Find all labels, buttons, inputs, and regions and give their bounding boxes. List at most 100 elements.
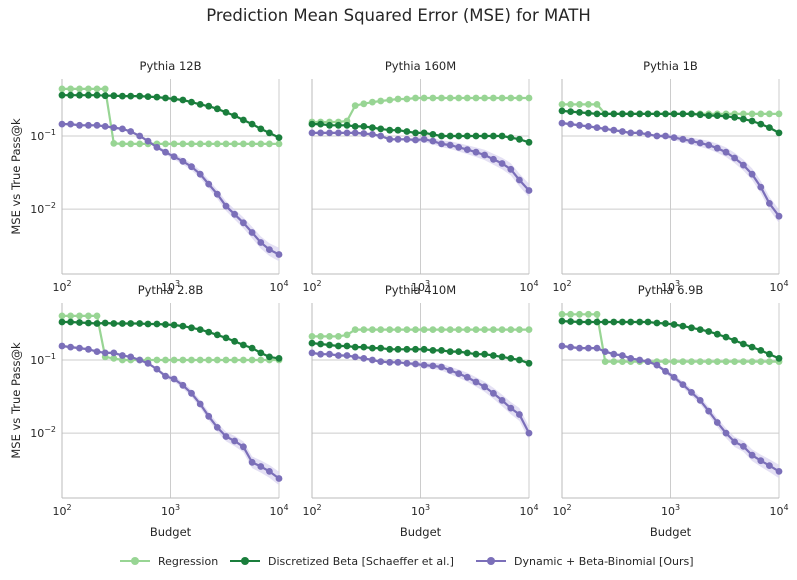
panel-5-dynamic-beta-binomial-point [360, 355, 368, 362]
panel-2-discretized-beta-point [429, 131, 437, 138]
panel-1-discretized-beta-point [136, 92, 144, 100]
panel-2-regression-point [360, 100, 368, 108]
panel-3-dynamic-beta-binomial-point [653, 132, 661, 140]
panel-4-dynamic-beta-binomial-point [101, 349, 109, 357]
panel-6-dynamic-beta-binomial-point [558, 342, 566, 350]
panel-5-discretized-beta-point [507, 355, 515, 362]
panel-3-discretized-beta-point [558, 107, 566, 115]
panel-2-dynamic-beta-binomial-point [446, 141, 454, 149]
panel-5-regression-point [525, 326, 533, 333]
panel-1-dynamic-beta-binomial-point [188, 163, 195, 171]
panel-4-dynamic-beta-binomial-point [119, 352, 126, 359]
panel-6-dynamic-beta-binomial-point [567, 343, 574, 351]
panel-5-discretized-beta-point [343, 342, 351, 350]
panel-2-discretized-beta-point [438, 132, 445, 140]
panel-6-regression-point [766, 358, 773, 365]
panel-1-regression-point [213, 140, 221, 148]
panel-6-dynamic-beta-binomial-point [610, 350, 618, 358]
panel-5-dynamic-beta-binomial-point [455, 370, 463, 377]
panel-1-discretized-beta-point [110, 92, 118, 100]
panel-4-dynamic-beta-binomial-point [248, 458, 256, 466]
panel-6-dynamic-beta-binomial-point [636, 356, 644, 364]
panel-5-dynamic-beta-binomial-point [525, 429, 533, 437]
panel-6-discretized-beta-point [593, 318, 601, 326]
panel-2-regression-point [438, 94, 445, 102]
panel-3-dynamic-beta-binomial-point [576, 121, 583, 129]
panel-5-dynamic-beta-binomial-point [403, 359, 411, 367]
panel-6-dynamic-beta-binomial-point [731, 438, 738, 446]
panel-1-xtick-label: 103 [161, 279, 180, 294]
panel-1: Pythia 12B 102 103 104 10−2 10−1 MSE vs True P… [9, 59, 289, 294]
panel-3-discretized-beta-point [576, 109, 583, 116]
figure-title: Prediction Mean Squared Error (MSE) for … [206, 6, 591, 25]
panel-5-regression-point [308, 333, 316, 340]
panel-6-dynamic-beta-binomial-point [748, 451, 756, 459]
panel-4-regression-point [196, 356, 204, 364]
panel-4-discretized-beta-point [119, 320, 126, 327]
panel-5-discretized-beta-point [446, 348, 454, 355]
panel-3-dynamic-beta-binomial-point [740, 161, 747, 169]
panel-6-discretized-beta-point [722, 333, 730, 341]
panel-4-discretized-beta-point [136, 320, 144, 327]
panel-1-regression-point [196, 140, 204, 148]
panel-4-xtick-label: 102 [52, 503, 71, 518]
panel-2-discretized-beta-point [351, 123, 359, 130]
panel-4-dynamic-beta-binomial-point [257, 463, 265, 470]
panel-6-regression-point [722, 358, 730, 365]
legend-swatch-dynamic-beta-binomial [476, 555, 506, 567]
panel-1-dynamic-beta-binomial-point [196, 170, 204, 178]
legend: Regression Discretized Beta [Schaeffer e… [0, 550, 797, 572]
panel-1-discretized-beta-point [170, 95, 178, 103]
panel-1-discretized-beta-point [222, 109, 230, 116]
panel-1-dynamic-beta-binomial-point [179, 157, 187, 165]
panel-4-ylabel: MSE vs True Pass@k [9, 342, 23, 459]
panel-3-dynamic-beta-binomial-point [748, 170, 756, 178]
panel-3-dynamic-beta-binomial-point [619, 128, 626, 135]
panel-3-discretized-beta-point [688, 110, 695, 118]
panel-3-discretized-beta-point [679, 110, 687, 118]
panel-1-dynamic-beta-binomial-point [67, 120, 74, 128]
panel-6-dynamic-beta-binomial-point [627, 355, 635, 362]
panel-6-regression-point [585, 310, 592, 318]
panel-5-discretized-beta-point [351, 343, 359, 351]
panel-5-regression-point [377, 326, 385, 333]
panel-1-regression-point [93, 85, 101, 93]
panel-6-regression-point [670, 358, 678, 365]
panel-1-ylabel: MSE vs True Pass@k [9, 118, 23, 235]
panel-5-discretized-beta-point [420, 345, 428, 353]
panel-6-discretized-beta-point [696, 326, 704, 333]
panel-3-dynamic-beta-binomial-point [601, 125, 609, 133]
panel-6-dynamic-beta-binomial-point [775, 468, 783, 475]
panel-6-discretized-beta-point [740, 340, 747, 348]
panel-6-dynamic-beta-binomial-point [662, 367, 669, 375]
panel-1-regression-point [222, 140, 230, 148]
panel-6-regression-point [662, 358, 669, 365]
panel-5-regression-point [438, 326, 445, 333]
panel-5-dynamic-beta-binomial-point [335, 352, 342, 359]
panel-3-xtick-label: 104 [769, 279, 788, 294]
panel-3-dynamic-beta-binomial-point [766, 200, 773, 207]
panel-4-dynamic-beta-binomial-point [170, 375, 178, 383]
panel-5-regression-point [386, 326, 394, 333]
panel-5-discretized-beta-point [386, 345, 394, 353]
panel-1-regression-point [127, 140, 135, 148]
panel-2-discretized-beta-point [412, 129, 419, 137]
panel-5-discretized-beta-point [455, 348, 463, 355]
panel-3-discretized-beta-point [567, 108, 574, 115]
panel-2-discretized-beta-point [463, 132, 471, 140]
panel-1-dynamic-beta-binomial-point [119, 125, 126, 133]
panel-1-dynamic-beta-binomial-point [170, 153, 178, 161]
panel-6-discretized-beta-point [585, 318, 592, 326]
panel-6-xtick-label: 102 [552, 503, 571, 518]
panel-6-discretized-beta-point [748, 343, 756, 351]
panel-1-dynamic-beta-binomial-point [222, 202, 230, 210]
panel-1-discretized-beta-point [127, 92, 135, 100]
panel-1-regression-point [179, 140, 187, 148]
panel-5-regression-point [472, 326, 480, 333]
panel-6-dynamic-beta-binomial-point [679, 381, 687, 388]
panel-2-discretized-beta-point [308, 120, 316, 128]
panel-4-regression-point [222, 356, 230, 364]
panel-2-dynamic-beta-binomial-point [377, 132, 385, 140]
panel-2-regression-point [369, 98, 376, 106]
